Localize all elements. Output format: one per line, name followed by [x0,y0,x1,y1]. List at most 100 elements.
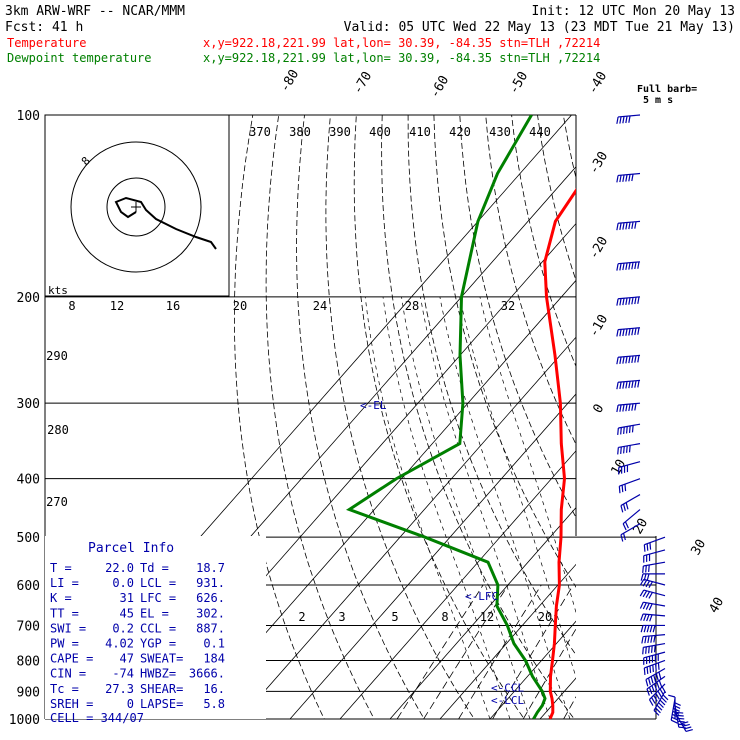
theta-label: 390 [329,125,351,139]
temperature-legend-info: x,y=922.18,221.99 lat,lon= 30.39, -84.35… [203,36,600,50]
parcel-info-title: Parcel Info [88,541,174,556]
svg-text:CCL =: CCL = [140,621,176,635]
hodograph-ring-inner [106,177,166,237]
svg-text:CAPE =: CAPE = [50,652,93,666]
svg-text:302.: 302. [196,606,225,620]
svg-text:HWBZ=: HWBZ= [140,667,176,681]
hodograph-units: kts [48,284,68,297]
dewpoint-profile-line [345,115,547,719]
svg-text:27.3: 27.3 [105,682,134,696]
parcel-info-row: TT = 45 EL = 302. [50,606,225,620]
parcel-info-row: CAPE = 47 SWEAT= 184 [50,652,225,666]
dry-adiabat-line [353,115,525,719]
moist-adiabat-line [401,296,531,719]
wind-barb [616,114,641,124]
isotherm-label: -80 [277,67,302,95]
isotherm-label: -30 [586,149,611,177]
svg-text:31: 31 [120,591,134,605]
svg-text:45: 45 [120,606,134,620]
mixing-ratio-label: 5 [391,610,398,624]
isotherm-line [590,115,740,719]
wind-barb [617,423,641,436]
moist-adiabat-line [382,296,511,719]
theta-side-label: 270 [46,495,68,509]
svg-text:18.7: 18.7 [196,561,225,575]
isotherm-label: -10 [586,312,611,340]
isotherm-label: -40 [585,69,610,97]
dry-adiabat-line [537,115,576,282]
svg-text:0: 0 [127,697,134,711]
pressure-tick-label: 700 [17,619,40,634]
svg-text:16.: 16. [203,682,225,696]
pressure-tick-label: 400 [17,473,40,488]
dry-adiabat-line [615,115,740,732]
parcel-info-row: K = 31 LFC = 626. [50,591,225,605]
wind-barb [639,601,666,611]
hodograph-speed-label: 12 [110,299,124,313]
mixing-ratio-label: 3 [338,610,345,624]
wind-barb [645,668,666,687]
svg-text:EL =: EL = [140,606,169,620]
wind-barb [639,589,666,599]
isotherm-line [640,115,740,719]
level-marker-label: <-EL [360,399,387,412]
isotherm-label: -50 [506,69,531,97]
dry-adiabat-line [433,115,576,588]
theta-label: 420 [449,125,471,139]
svg-text:SWI =: SWI = [50,621,86,635]
mixing-ratio-line [396,584,484,719]
wind-barb [648,683,667,706]
dry-adiabat-line [719,115,740,732]
svg-text:0.1: 0.1 [203,637,225,651]
pressure-tick-label: 1000 [9,713,40,728]
barb-legend-title: Full barb= [637,84,697,95]
barb-legend-unit: 5 m s [643,95,673,106]
wind-barb [618,478,641,494]
wind-barb [620,523,641,542]
wind-barb [616,220,641,231]
hodograph-speed-label: 28 [405,299,419,313]
dry-adiabat-line [511,115,576,368]
isotherm-line [339,450,576,719]
forecast-hour: Fcst: 41 h [5,20,83,35]
wind-barb [643,536,666,552]
svg-text:0.2: 0.2 [112,621,134,635]
isotherm-label: 20 [630,516,651,537]
theta-side-label: 280 [47,423,69,437]
svg-text:Tc =: Tc = [50,682,79,696]
dry-adiabat-line [296,115,425,719]
dewpoint-legend-info: x,y=922.18,221.99 lat,lon= 30.39, -84.35… [203,51,600,65]
wind-barb [618,461,641,475]
svg-text:5.8: 5.8 [203,697,225,711]
mixing-ratio-label: 20 [538,610,552,624]
wind-barb [641,634,666,644]
svg-text:SREH =: SREH = [50,697,93,711]
wind-barb [616,379,641,390]
wind-barb [639,578,666,589]
pressure-tick-label: 900 [17,685,40,700]
mixing-ratio-line [563,696,576,719]
svg-text:LFC =: LFC = [140,591,176,605]
pressure-tick-label: 500 [17,531,40,546]
mixing-ratio-label: 8 [441,610,448,624]
hodograph-speed-label: 20 [233,299,247,313]
svg-text:K =: K = [50,591,72,605]
dry-adiabat-line [233,115,325,719]
isotherm-label: -20 [586,234,611,262]
wind-barb [643,651,666,665]
parcel-info-row: SWI = 0.2 CCL = 887. [50,621,225,635]
parcel-info-row: Tc = 27.3 SHEAR= 16. [50,682,225,696]
dry-adiabat-line [693,115,740,732]
wind-barb [617,443,641,455]
hodograph-speed-label: 8 [68,299,75,313]
isotherm-label: -70 [350,69,375,97]
level-marker-label: <-LCL [491,694,524,707]
moist-adiabat-line [479,296,576,614]
isotherm-line [389,507,576,719]
mixing-ratio-line [458,584,542,719]
dry-adiabat-line [407,115,576,656]
hodograph-ring-outer [70,141,202,273]
hodograph: 8 kts [44,114,230,297]
isotherm-label: -60 [427,73,452,101]
dry-adiabat-line [325,115,475,719]
